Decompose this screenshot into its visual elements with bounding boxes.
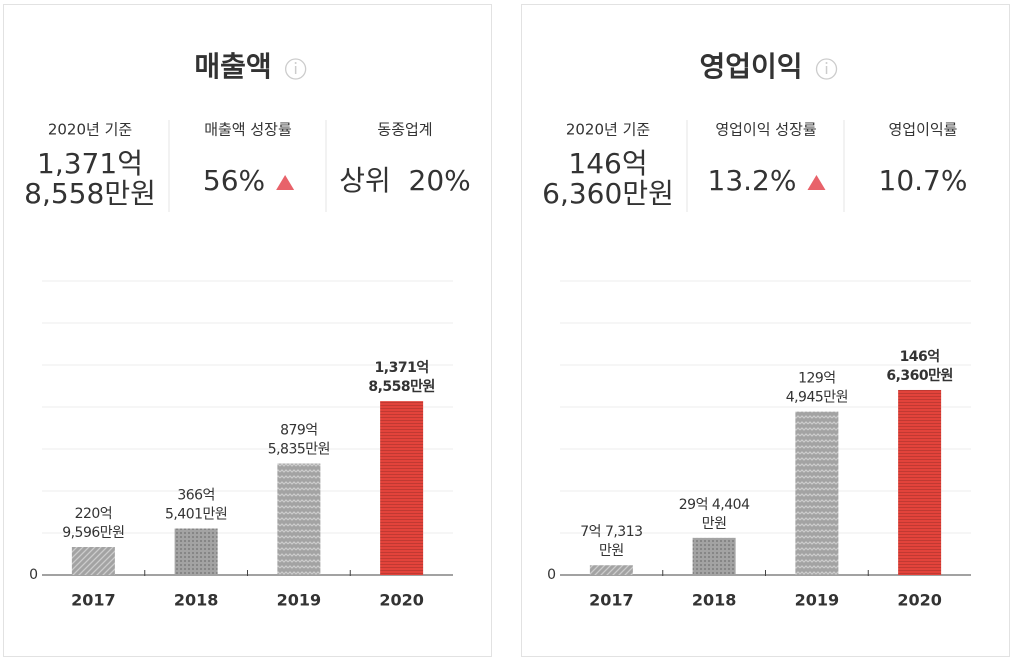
value-label: 만원 [702, 516, 727, 532]
info-icon [284, 58, 307, 80]
value-label: 6,360만원 [886, 368, 953, 384]
value-label: 7억 7,313 [580, 524, 642, 540]
chart-title: 매출액 [194, 50, 271, 83]
bar [898, 389, 942, 575]
value-label: 29억 4,404 [679, 497, 750, 513]
stat-value: 6,360만원 [542, 177, 674, 210]
y-tick-label: 0 [547, 567, 556, 583]
info-icon-dot [825, 62, 828, 64]
value-label: 129억 [798, 371, 836, 387]
x-tick-label: 2020 [379, 591, 424, 610]
x-tick-label: 2017 [71, 591, 116, 610]
x-tick-label: 2019 [795, 591, 840, 610]
stat-value: 146억 [568, 147, 647, 180]
stat-value: 13.2% [708, 164, 797, 197]
x-tick-label: 2017 [589, 591, 634, 610]
stat-value: 10.7% [879, 164, 968, 197]
x-tick-label: 2019 [277, 591, 322, 610]
chart-title: 영업이익 [699, 50, 802, 83]
value-label: 9,596만원 [62, 525, 124, 541]
bar [71, 546, 115, 575]
value-label: 4,945만원 [786, 390, 848, 406]
x-tick-label: 2020 [897, 591, 942, 610]
stat-label: 2020년 기준 [566, 121, 651, 139]
trend-up [276, 175, 295, 190]
stat-value: 8,558만원 [24, 177, 156, 210]
x-tick-label: 2018 [174, 591, 219, 610]
bar [589, 565, 633, 575]
bar [692, 537, 736, 575]
bar [795, 411, 839, 575]
value-label: 5,401만원 [165, 507, 227, 523]
value-label: 879억 [280, 423, 318, 439]
stat-value: 상위 20% [339, 164, 471, 197]
stat-label: 영업이익 성장률 [715, 121, 817, 139]
info-icon [815, 58, 838, 80]
stat-value: 1,371억 [37, 147, 143, 180]
y-tick-label: 0 [29, 567, 38, 583]
bar [174, 528, 218, 575]
info-icon-dot [294, 62, 297, 64]
value-label: 8,558만원 [368, 379, 435, 395]
bar [277, 463, 321, 575]
stat-label: 동종업계 [377, 121, 432, 139]
x-tick-label: 2018 [692, 591, 737, 610]
stat-label: 2020년 기준 [48, 121, 133, 139]
value-label: 1,371억 [375, 360, 429, 376]
bar [380, 401, 424, 575]
stat-value: 56% [203, 164, 265, 197]
stat-label: 영업이익률 [888, 121, 957, 139]
value-label: 366억 [177, 488, 215, 504]
stat-label: 매출액 성장률 [204, 121, 292, 139]
value-label: 만원 [599, 543, 624, 559]
value-label: 220억 [75, 506, 113, 522]
value-label: 5,835만원 [268, 442, 330, 458]
value-label: 146억 [900, 349, 940, 365]
trend-up [807, 175, 826, 190]
